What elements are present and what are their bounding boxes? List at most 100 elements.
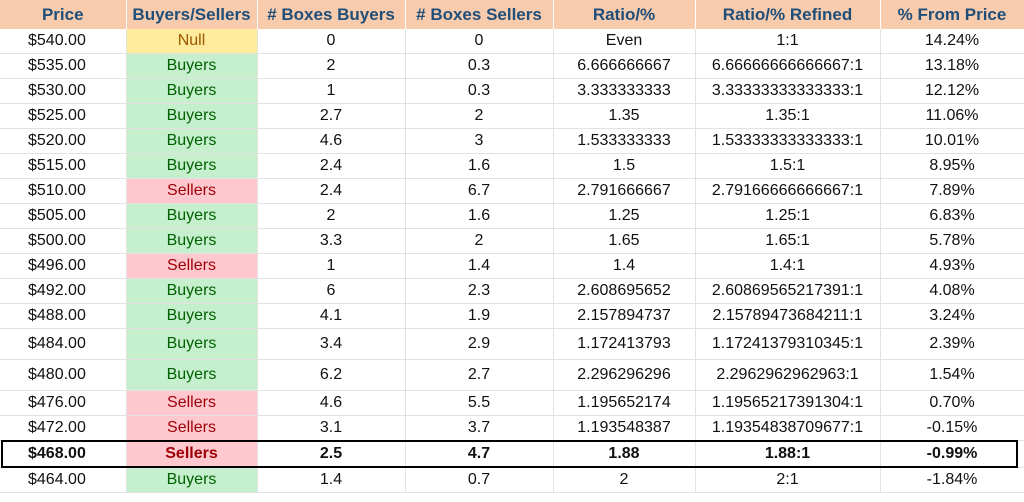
cell-price[interactable]: $500.00 <box>0 228 127 254</box>
cell-from-price[interactable]: 11.06% <box>880 103 1024 129</box>
cell-ratio[interactable]: 1.65 <box>553 228 696 254</box>
cell-from-price[interactable]: -0.99% <box>880 440 1024 468</box>
header-from-price[interactable]: % From Price <box>880 0 1024 29</box>
cell-ratio-refined[interactable]: 6.66666666666667:1 <box>695 53 881 79</box>
cell-from-price[interactable]: 3.24% <box>880 303 1024 329</box>
cell-price[interactable]: $476.00 <box>0 390 127 416</box>
cell-side[interactable]: Sellers <box>126 253 258 279</box>
cell-boxes-buyers[interactable]: 2.4 <box>257 178 406 204</box>
cell-ratio[interactable]: 1.5 <box>553 153 696 179</box>
cell-side[interactable]: Buyers <box>126 53 258 79</box>
cell-side[interactable]: Buyers <box>126 203 258 229</box>
cell-from-price[interactable]: 13.18% <box>880 53 1024 79</box>
cell-side[interactable]: Buyers <box>126 303 258 329</box>
cell-boxes-buyers[interactable]: 2 <box>257 53 406 79</box>
cell-boxes-buyers[interactable]: 6.2 <box>257 359 406 391</box>
cell-side[interactable]: Null <box>126 29 258 54</box>
cell-from-price[interactable]: 10.01% <box>880 128 1024 154</box>
cell-boxes-sellers[interactable]: 2 <box>405 228 554 254</box>
cell-boxes-buyers[interactable]: 3.3 <box>257 228 406 254</box>
cell-price[interactable]: $468.00 <box>0 440 127 468</box>
cell-boxes-buyers[interactable]: 2 <box>257 203 406 229</box>
cell-price[interactable]: $464.00 <box>0 467 127 493</box>
cell-ratio-refined[interactable]: 1.88:1 <box>695 440 881 468</box>
cell-side[interactable]: Sellers <box>126 415 258 441</box>
header-price[interactable]: Price <box>0 0 127 29</box>
cell-boxes-sellers[interactable]: 1.6 <box>405 203 554 229</box>
cell-price[interactable]: $496.00 <box>0 253 127 279</box>
cell-ratio[interactable]: 1.193548387 <box>553 415 696 441</box>
cell-boxes-sellers[interactable]: 2.3 <box>405 278 554 304</box>
cell-ratio-refined[interactable]: 1.4:1 <box>695 253 881 279</box>
cell-side[interactable]: Buyers <box>126 128 258 154</box>
cell-ratio[interactable]: 2.157894737 <box>553 303 696 329</box>
cell-ratio-refined[interactable]: 1:1 <box>695 29 881 54</box>
cell-side[interactable]: Buyers <box>126 328 258 360</box>
cell-price[interactable]: $535.00 <box>0 53 127 79</box>
cell-ratio-refined[interactable]: 1.53333333333333:1 <box>695 128 881 154</box>
cell-boxes-sellers[interactable]: 1.4 <box>405 253 554 279</box>
cell-side[interactable]: Buyers <box>126 359 258 391</box>
header-ratio-refined[interactable]: Ratio/% Refined <box>695 0 881 29</box>
cell-boxes-buyers[interactable]: 2.7 <box>257 103 406 129</box>
cell-side[interactable]: Sellers <box>126 440 258 468</box>
header-ratio[interactable]: Ratio/% <box>553 0 696 29</box>
cell-ratio[interactable]: 1.172413793 <box>553 328 696 360</box>
cell-boxes-buyers[interactable]: 2.4 <box>257 153 406 179</box>
cell-ratio[interactable]: 1.533333333 <box>553 128 696 154</box>
header-buyers-sellers[interactable]: Buyers/Sellers <box>126 0 258 29</box>
cell-from-price[interactable]: -0.15% <box>880 415 1024 441</box>
cell-from-price[interactable]: 2.39% <box>880 328 1024 360</box>
cell-boxes-buyers[interactable]: 3.4 <box>257 328 406 360</box>
cell-boxes-sellers[interactable]: 0 <box>405 29 554 54</box>
cell-boxes-sellers[interactable]: 1.9 <box>405 303 554 329</box>
cell-ratio[interactable]: 2.791666667 <box>553 178 696 204</box>
cell-from-price[interactable]: 5.78% <box>880 228 1024 254</box>
cell-ratio[interactable]: 1.35 <box>553 103 696 129</box>
cell-boxes-buyers[interactable]: 6 <box>257 278 406 304</box>
cell-from-price[interactable]: 0.70% <box>880 390 1024 416</box>
cell-boxes-sellers[interactable]: 3 <box>405 128 554 154</box>
cell-ratio[interactable]: 2.608695652 <box>553 278 696 304</box>
cell-price[interactable]: $472.00 <box>0 415 127 441</box>
cell-side[interactable]: Buyers <box>126 467 258 493</box>
cell-side[interactable]: Buyers <box>126 153 258 179</box>
cell-boxes-sellers[interactable]: 4.7 <box>405 440 554 468</box>
cell-boxes-sellers[interactable]: 2.7 <box>405 359 554 391</box>
cell-ratio-refined[interactable]: 1.19565217391304:1 <box>695 390 881 416</box>
cell-ratio-refined[interactable]: 1.25:1 <box>695 203 881 229</box>
cell-ratio-refined[interactable]: 1.19354838709677:1 <box>695 415 881 441</box>
cell-ratio[interactable]: 1.88 <box>553 440 696 468</box>
cell-boxes-sellers[interactable]: 3.7 <box>405 415 554 441</box>
cell-boxes-sellers[interactable]: 0.7 <box>405 467 554 493</box>
cell-side[interactable]: Buyers <box>126 78 258 104</box>
cell-price[interactable]: $540.00 <box>0 29 127 54</box>
cell-boxes-buyers[interactable]: 1.4 <box>257 467 406 493</box>
cell-from-price[interactable]: 6.83% <box>880 203 1024 229</box>
cell-boxes-buyers[interactable]: 2.5 <box>257 440 406 468</box>
cell-boxes-buyers[interactable]: 3.1 <box>257 415 406 441</box>
cell-price[interactable]: $525.00 <box>0 103 127 129</box>
cell-boxes-sellers[interactable]: 0.3 <box>405 53 554 79</box>
cell-from-price[interactable]: 14.24% <box>880 29 1024 54</box>
cell-ratio-refined[interactable]: 2.15789473684211:1 <box>695 303 881 329</box>
cell-ratio-refined[interactable]: 2.60869565217391:1 <box>695 278 881 304</box>
cell-ratio-refined[interactable]: 2:1 <box>695 467 881 493</box>
cell-boxes-sellers[interactable]: 2.9 <box>405 328 554 360</box>
cell-ratio-refined[interactable]: 1.65:1 <box>695 228 881 254</box>
cell-boxes-sellers[interactable]: 2 <box>405 103 554 129</box>
cell-boxes-buyers[interactable]: 1 <box>257 78 406 104</box>
cell-boxes-sellers[interactable]: 0.3 <box>405 78 554 104</box>
cell-side[interactable]: Sellers <box>126 390 258 416</box>
cell-ratio[interactable]: 3.333333333 <box>553 78 696 104</box>
cell-from-price[interactable]: 7.89% <box>880 178 1024 204</box>
cell-price[interactable]: $492.00 <box>0 278 127 304</box>
cell-side[interactable]: Buyers <box>126 103 258 129</box>
cell-from-price[interactable]: 1.54% <box>880 359 1024 391</box>
cell-from-price[interactable]: -1.84% <box>880 467 1024 493</box>
cell-ratio[interactable]: Even <box>553 29 696 54</box>
cell-ratio-refined[interactable]: 1.5:1 <box>695 153 881 179</box>
cell-price[interactable]: $530.00 <box>0 78 127 104</box>
cell-price[interactable]: $484.00 <box>0 328 127 360</box>
cell-side[interactable]: Buyers <box>126 278 258 304</box>
